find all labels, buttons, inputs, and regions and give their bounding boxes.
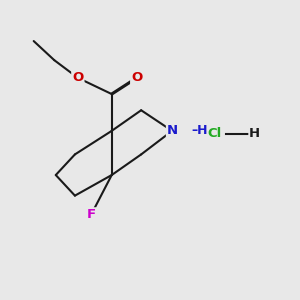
Text: H: H [249, 127, 260, 140]
Text: Cl: Cl [208, 127, 222, 140]
Text: O: O [72, 71, 83, 84]
Text: O: O [131, 71, 142, 84]
Text: F: F [86, 208, 96, 221]
Text: N: N [167, 124, 178, 137]
Text: –H: –H [191, 124, 208, 137]
